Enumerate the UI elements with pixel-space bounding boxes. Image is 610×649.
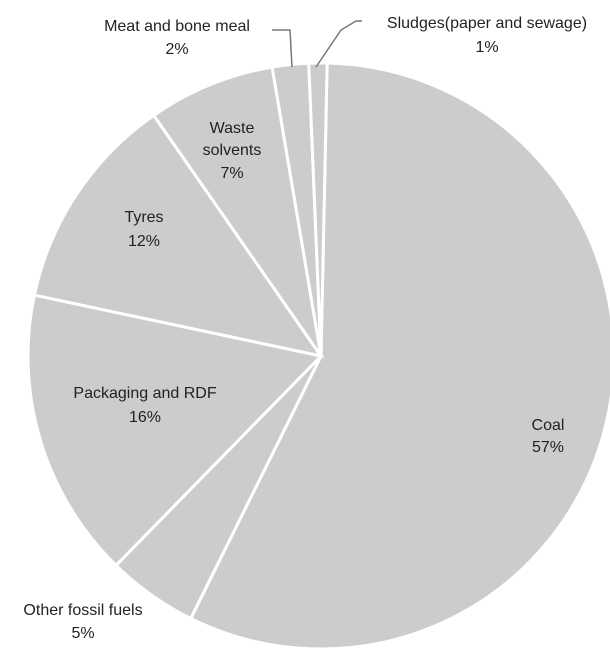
label-meat-and-bone-meal-name: Meat and bone meal: [104, 18, 250, 35]
label-coal-value: 57%: [532, 439, 564, 456]
label-waste-solvents-name-line2: solvents: [203, 142, 262, 159]
slice-labels: Coal 57% Other fossil fuels 5% Packaging…: [23, 15, 587, 642]
label-meat-and-bone-meal-value: 2%: [165, 41, 188, 58]
label-waste-solvents-name-line1: Waste: [210, 120, 255, 137]
label-packaging-name: Packaging and RDF: [73, 385, 216, 402]
label-tyres-value: 12%: [128, 233, 160, 250]
slice-packaging-and-rdf: [26, 293, 324, 568]
label-waste-solvents-value: 7%: [220, 165, 243, 182]
slice-waste-solvents: [151, 65, 323, 357]
label-coal-name: Coal: [532, 417, 565, 434]
pie-slices: [26, 61, 610, 649]
leader-lines: [272, 20, 362, 68]
label-sludges-value: 1%: [475, 39, 498, 56]
label-other-fossil-fuels-value: 5%: [71, 625, 94, 642]
leader-line-sludges: [315, 20, 362, 68]
slice-coal: [188, 61, 610, 649]
label-other-fossil-fuels-name: Other fossil fuels: [23, 602, 142, 619]
leader-line-meat-and-bone-meal: [272, 29, 293, 68]
label-packaging-value: 16%: [129, 409, 161, 426]
label-sludges-name: Sludges(paper and sewage): [387, 15, 587, 32]
slice-tyres: [32, 113, 325, 359]
label-tyres-name: Tyres: [124, 209, 163, 226]
